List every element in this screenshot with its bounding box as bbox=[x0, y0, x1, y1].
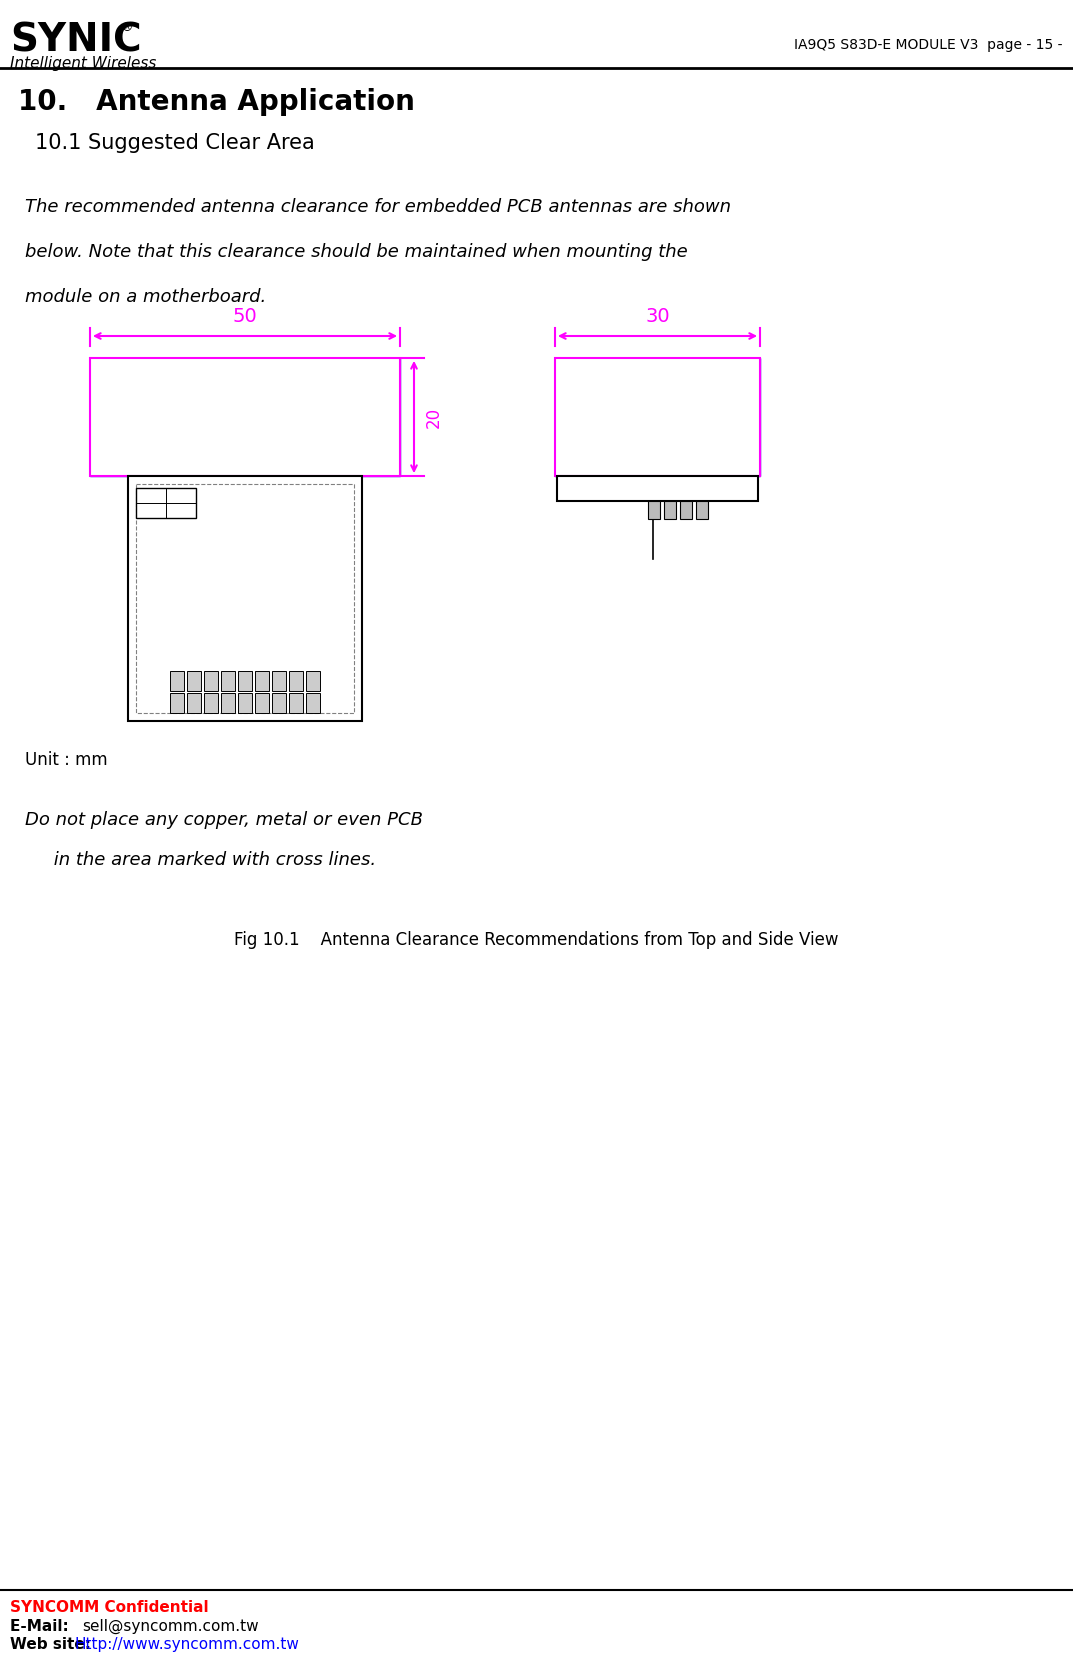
Bar bbox=[663, 501, 676, 519]
Text: in the area marked with cross lines.: in the area marked with cross lines. bbox=[25, 851, 377, 869]
Text: below. Note that this clearance should be maintained when mounting the: below. Note that this clearance should b… bbox=[25, 243, 688, 261]
Bar bbox=[238, 693, 252, 712]
Bar bbox=[90, 359, 400, 476]
Text: Intelligent Wireless: Intelligent Wireless bbox=[10, 56, 157, 71]
Bar bbox=[555, 359, 760, 476]
Bar bbox=[187, 693, 201, 712]
Bar bbox=[647, 501, 660, 519]
Text: ®: ® bbox=[120, 21, 132, 35]
Text: 20: 20 bbox=[425, 407, 443, 428]
Text: Http://www.syncomm.com.tw: Http://www.syncomm.com.tw bbox=[74, 1636, 299, 1651]
Bar bbox=[90, 359, 400, 476]
Bar bbox=[204, 671, 218, 691]
Text: 10.   Antenna Application: 10. Antenna Application bbox=[18, 88, 415, 116]
Bar bbox=[255, 693, 269, 712]
Bar bbox=[271, 671, 286, 691]
Text: 30: 30 bbox=[645, 307, 670, 326]
Text: Web site:: Web site: bbox=[10, 1636, 97, 1651]
Text: module on a motherboard.: module on a motherboard. bbox=[25, 288, 266, 306]
Bar bbox=[187, 671, 201, 691]
Bar bbox=[170, 671, 183, 691]
Bar bbox=[204, 693, 218, 712]
Bar bbox=[557, 476, 758, 501]
Text: SYNCOMM Confidential: SYNCOMM Confidential bbox=[10, 1600, 208, 1615]
Text: Do not place any copper, metal or even PCB: Do not place any copper, metal or even P… bbox=[25, 812, 423, 830]
Bar bbox=[679, 501, 691, 519]
Bar bbox=[238, 671, 252, 691]
Bar bbox=[289, 693, 303, 712]
Text: Unit : mm: Unit : mm bbox=[25, 750, 107, 769]
Text: IA9Q5 S83D-E MODULE V3  page - 15 -: IA9Q5 S83D-E MODULE V3 page - 15 - bbox=[794, 38, 1063, 51]
Text: The recommended antenna clearance for embedded PCB antennas are shown: The recommended antenna clearance for em… bbox=[25, 198, 731, 217]
Bar bbox=[271, 693, 286, 712]
Bar bbox=[695, 501, 707, 519]
Text: SYNIC: SYNIC bbox=[10, 21, 142, 60]
Bar bbox=[128, 476, 362, 721]
Text: 10.1 Suggested Clear Area: 10.1 Suggested Clear Area bbox=[35, 132, 314, 154]
Text: sell@syncomm.com.tw: sell@syncomm.com.tw bbox=[82, 1618, 259, 1635]
Bar bbox=[221, 671, 235, 691]
Bar bbox=[289, 671, 303, 691]
Bar bbox=[170, 693, 183, 712]
Bar bbox=[221, 693, 235, 712]
Bar bbox=[306, 671, 320, 691]
Bar bbox=[255, 671, 269, 691]
Bar bbox=[136, 484, 354, 712]
Bar bbox=[306, 693, 320, 712]
Bar bbox=[136, 488, 196, 517]
Text: Fig 10.1    Antenna Clearance Recommendations from Top and Side View: Fig 10.1 Antenna Clearance Recommendatio… bbox=[234, 931, 838, 949]
Text: 50: 50 bbox=[233, 307, 258, 326]
Bar bbox=[555, 359, 760, 476]
Text: E-Mail:: E-Mail: bbox=[10, 1618, 74, 1635]
